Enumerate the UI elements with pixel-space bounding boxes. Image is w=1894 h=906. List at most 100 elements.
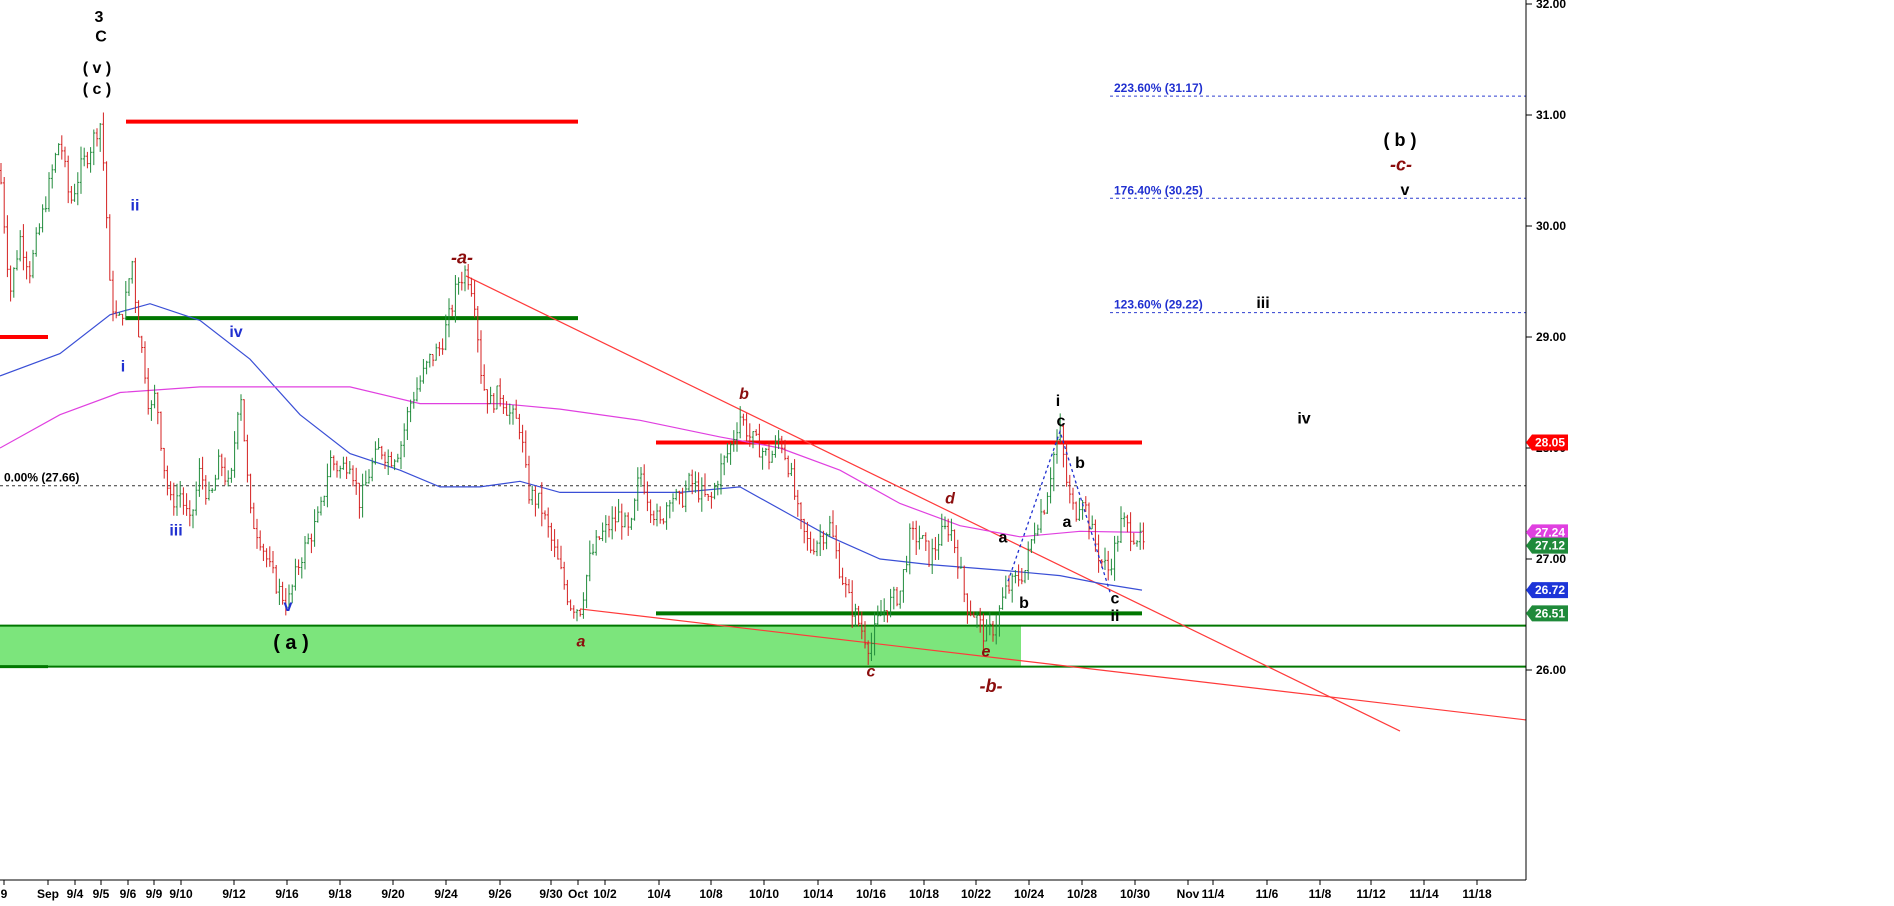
- x-tick-label-22: 10/22: [961, 887, 991, 901]
- x-tick-label-9: 9/18: [328, 887, 352, 901]
- x-tick-label-30: 11/12: [1356, 887, 1386, 901]
- wave-label-24: ii: [1111, 608, 1120, 625]
- x-tick-label-14: Oct: [568, 887, 588, 901]
- x-tick-label-13: 9/30: [539, 887, 563, 901]
- x-tick-label-3: 9/5: [93, 887, 110, 901]
- wave-label-18: b: [1019, 595, 1029, 612]
- wave-label-28: -c-: [1390, 155, 1412, 175]
- price-badge-bg-1: [1526, 524, 1568, 541]
- support-zone-layer: [0, 625, 1021, 667]
- wave-label-20: c: [1057, 413, 1066, 430]
- fib-level-label-3: 223.60% (31.17): [1114, 81, 1203, 95]
- support-zone: [0, 625, 1021, 667]
- y-tick-label-4: 30.00: [1536, 219, 1566, 233]
- wave-label-26: iv: [1297, 411, 1310, 428]
- x-tick-label-4: 9/6: [120, 887, 137, 901]
- x-tick-label-11: 9/24: [434, 887, 458, 901]
- x-tick-label-25: 10/30: [1120, 887, 1150, 901]
- wave-label-22: a: [1063, 514, 1072, 531]
- wave-label-5: i: [121, 358, 125, 375]
- wave-label-14: d: [945, 491, 956, 508]
- x-tick-label-8: 9/16: [275, 887, 299, 901]
- x-tick-label-29: 11/8: [1309, 887, 1332, 901]
- x-tick-label-28: 11/6: [1256, 887, 1279, 901]
- moving-average-magenta: [0, 386, 1143, 538]
- price-badge-label-1: 27.24: [1535, 525, 1565, 539]
- x-tick-label-6: 9/10: [169, 887, 193, 901]
- fib-level-label-0: 0.00% (27.66): [4, 471, 79, 485]
- wave-label-23: c: [1111, 590, 1120, 607]
- fib-level-label-1: 123.60% (29.22): [1114, 298, 1203, 312]
- y-tick-label-6: 32.00: [1536, 0, 1566, 11]
- wave-label-0: 3: [95, 9, 104, 26]
- y-tick-label-3: 29.00: [1536, 330, 1566, 344]
- wave-label-3: ( c ): [83, 81, 111, 98]
- price-badge-bg-2: [1526, 537, 1568, 554]
- price-badge-label-3: 26.72: [1535, 583, 1565, 597]
- y-tick-label-0: 26.00: [1536, 663, 1566, 677]
- x-tick-label-12: 9/26: [488, 887, 512, 901]
- wave-label-21: b: [1075, 455, 1085, 472]
- wave-projection-line: [1007, 429, 1111, 593]
- wave-label-12: b: [739, 386, 749, 403]
- wave-label-15: e: [982, 644, 991, 661]
- y-tick-label-1: 27.00: [1536, 552, 1566, 566]
- price-badge-bg-0: [1526, 434, 1568, 451]
- x-tick-label-5: 9/9: [146, 887, 163, 901]
- wave-label-6: iv: [229, 324, 242, 341]
- x-tick-label-19: 10/14: [803, 887, 833, 901]
- x-tick-label-17: 10/8: [699, 887, 723, 901]
- trendline-1: [579, 608, 1527, 721]
- wave-label-29: v: [1401, 182, 1410, 199]
- x-tick-label-16: 10/4: [647, 887, 671, 901]
- price-badge-label-2: 27.12: [1535, 539, 1565, 553]
- moving-averages-layer: [0, 303, 1143, 591]
- price-badge-label-0: 28.05: [1535, 435, 1565, 449]
- wave-label-27: ( b ): [1384, 130, 1417, 150]
- y-tick-label-5: 31.00: [1536, 108, 1566, 122]
- wave-label-25: iii: [1256, 295, 1269, 312]
- wave-label-17: a: [999, 529, 1008, 546]
- fibonacci-levels-layer: 0.00% (27.66) 123.60% (29.22) 176.40% (30.…: [0, 81, 1526, 487]
- x-tick-label-27: 11/4: [1202, 887, 1225, 901]
- wave-label-13: c: [867, 664, 876, 681]
- price-badge-bg-4: [1526, 605, 1568, 622]
- trendline-0: [465, 275, 1401, 732]
- price-badge-bg-3: [1526, 582, 1568, 599]
- x-tick-label-20: 10/16: [856, 887, 886, 901]
- x-tick-label-23: 10/24: [1014, 887, 1044, 901]
- wave-label-19: i: [1056, 393, 1060, 410]
- trendlines-layer: [465, 275, 1527, 732]
- x-tick-label-31: 11/14: [1409, 887, 1439, 901]
- x-tick-label-18: 10/10: [749, 887, 779, 901]
- wave-label-16: -b-: [980, 676, 1003, 696]
- wave-label-2: ( v ): [83, 60, 111, 77]
- moving-average-blue: [0, 303, 1143, 591]
- x-tick-label-32: 11/18: [1462, 887, 1492, 901]
- x-tick-label-1: Sep: [37, 887, 59, 901]
- x-tick-label-21: 10/18: [909, 887, 939, 901]
- x-tick-label-10: 9/20: [381, 887, 405, 901]
- x-tick-label-2: 9/4: [67, 887, 84, 901]
- price-badge-label-4: 26.51: [1535, 606, 1565, 620]
- fib-level-label-2: 176.40% (30.25): [1114, 183, 1203, 197]
- x-tick-label-15: 10/2: [593, 887, 617, 901]
- x-tick-label-0: 9: [1, 887, 8, 901]
- wave-label-1: C: [95, 29, 107, 46]
- wave-label-9: ( a ): [273, 632, 309, 654]
- wave-label-11: a: [577, 634, 586, 651]
- x-tick-label-7: 9/12: [222, 887, 246, 901]
- wave-label-10: -a-: [451, 248, 473, 268]
- wave-label-7: iii: [169, 523, 182, 540]
- candles-layer: [0, 112, 1145, 665]
- x-tick-label-26: Nov: [1177, 887, 1200, 901]
- wave-projection-layer: [1007, 429, 1111, 593]
- wave-label-8: v: [284, 598, 293, 615]
- wave-label-4: ii: [131, 197, 140, 214]
- x-tick-label-24: 10/28: [1067, 887, 1097, 901]
- axes-layer: 26.0027.0028.0029.0030.0031.0032.009Sep9…: [0, 0, 1566, 901]
